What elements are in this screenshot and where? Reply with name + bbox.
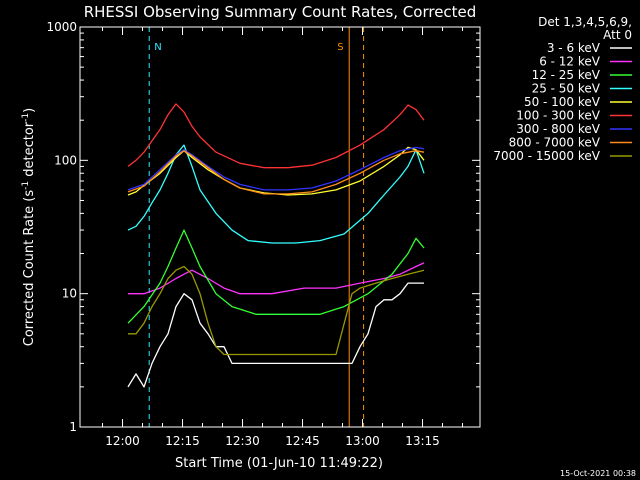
x-tick-label: 12:00	[105, 434, 140, 448]
series-line	[127, 146, 425, 191]
y-axis-label-main: Corrected Count Rate (s	[22, 190, 37, 347]
legend-label: 50 - 100 keV	[524, 95, 601, 109]
timestamp: 15-Oct-2021 00:38	[560, 469, 636, 478]
x-tick-label: 13:15	[405, 434, 440, 448]
y-tick-label: 10	[62, 287, 77, 301]
series-line	[127, 282, 424, 388]
series-layer	[127, 103, 425, 388]
x-tick-label: 12:15	[165, 434, 200, 448]
series-line	[127, 144, 425, 244]
legend-label: 6 - 12 keV	[539, 55, 601, 69]
series-line	[128, 265, 425, 356]
legend-header-attenuator: Att 0	[603, 28, 632, 42]
legend-label: 25 - 50 keV	[532, 82, 601, 96]
legend-label: 100 - 300 keV	[516, 109, 600, 123]
y-axis-label-end: )	[22, 108, 37, 113]
legend-header-detectors: Det 1,3,4,5,6,9,	[538, 15, 632, 29]
x-tick-label: 13:00	[345, 434, 380, 448]
x-axis: 12:00 12:15 12:30 12:45 13:00 13:15	[102, 27, 464, 448]
legend-label: 300 - 800 keV	[516, 122, 600, 136]
legend-label: 12 - 25 keV	[532, 68, 601, 82]
y-axis-label-sup2: -1	[21, 113, 31, 122]
x-tick-label: 12:45	[285, 434, 320, 448]
y-axis-label-mid: detector	[22, 121, 37, 181]
y-axis: 1 10 100 1000	[46, 20, 480, 434]
marker-label: N	[154, 42, 161, 53]
y-axis-label-sup1: -1	[21, 181, 31, 190]
plot-frame	[79, 26, 481, 428]
marker-label: S	[337, 42, 343, 53]
y-axis-label: Corrected Count Rate (s-1 detector-1)	[21, 108, 37, 346]
chart-title: RHESSI Observing Summary Count Rates, Co…	[84, 3, 477, 21]
series-line	[127, 150, 425, 195]
x-axis-label: Start Time (01-Jun-10 11:49:22)	[175, 456, 383, 471]
series-line	[127, 103, 425, 169]
series-line	[127, 229, 425, 324]
y-tick-label: 1	[69, 420, 77, 434]
x-tick-label: 12:30	[225, 434, 260, 448]
legend-label: 3 - 6 keV	[547, 41, 601, 55]
legend-label: 800 - 7000 keV	[509, 136, 601, 150]
legend-label: 7000 - 15000 keV	[493, 149, 600, 163]
y-tick-label: 100	[54, 153, 77, 167]
y-tick-label: 1000	[46, 20, 77, 34]
